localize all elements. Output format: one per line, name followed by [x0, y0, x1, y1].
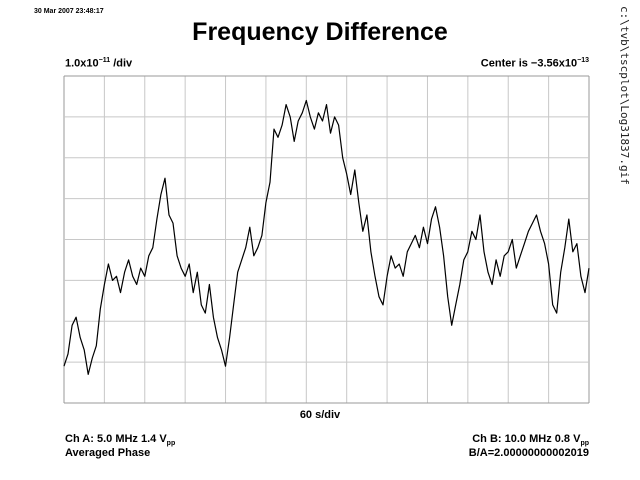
grid	[63, 75, 590, 404]
ratio-label: B/A=2.00000000002019	[468, 447, 589, 459]
channel-b-info: Ch B: 10.0 MHz 0.8 Vpp	[472, 433, 589, 448]
mode-label: Averaged Phase	[65, 447, 151, 459]
chart-title: Frequency Difference	[192, 18, 448, 46]
center-value-label: Center is −3.56x10−13	[480, 57, 589, 70]
channel-a-info: Ch A: 5.0 MHz 1.4 Vpp	[65, 433, 176, 448]
x-scale-label: 60 s/div	[299, 409, 341, 421]
file-path: c:\tvb\tscplot\Log31837.gif	[618, 6, 631, 185]
timestamp: 30 Mar 2007 23:48:17	[34, 8, 104, 15]
y-scale-label: 1.0x10−11 /div	[65, 57, 133, 70]
frequency-trace	[63, 99, 590, 375]
